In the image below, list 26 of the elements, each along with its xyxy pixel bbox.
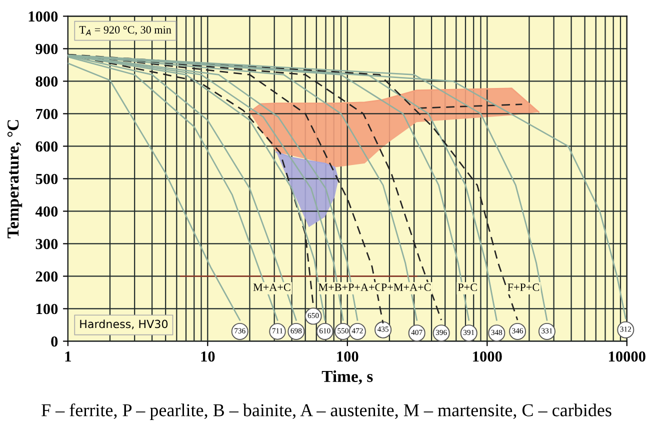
y-tick-label: 0: [51, 336, 58, 347]
x-axis-title: Time, s: [322, 370, 373, 384]
annotation: Hardness, HV30: [80, 320, 168, 330]
x-tick-label: 1000: [473, 351, 502, 362]
annotation: F+P+C: [508, 284, 540, 292]
annotation: T$_{A}$ = 920 °C, 30 min: [79, 26, 172, 36]
y-tick-label: 900: [36, 44, 58, 54]
y-tick-label: 100: [36, 304, 58, 314]
y-tick-label: 700: [36, 108, 58, 120]
annotation: M+B+P+A+C: [318, 284, 382, 292]
text: F – ferrite, P – pearlite, B – bainite, A – austenite, M – martensite, C – carbides: [42, 403, 612, 420]
x-tick-label: 100: [337, 351, 358, 362]
x-tick-label: 10: [201, 351, 215, 362]
annotation: P+M+A+C: [381, 284, 431, 292]
y-tick-label: 800: [36, 76, 58, 87]
y-tick-label: 600: [36, 141, 58, 152]
annotation: P+C: [458, 284, 477, 292]
y-tick-label: 1000: [28, 11, 58, 22]
y-tick-label: 300: [36, 238, 58, 250]
x-tick-label: 10000: [609, 351, 646, 362]
y-tick-label: 200: [36, 271, 58, 282]
y-tick-label: 400: [35, 206, 58, 217]
annotation: M+A+C: [253, 284, 290, 292]
y-tick-label: 500: [36, 174, 58, 184]
x-tick-label: 1: [65, 351, 71, 362]
y-axis-title: Temperature, °C: [7, 120, 22, 238]
